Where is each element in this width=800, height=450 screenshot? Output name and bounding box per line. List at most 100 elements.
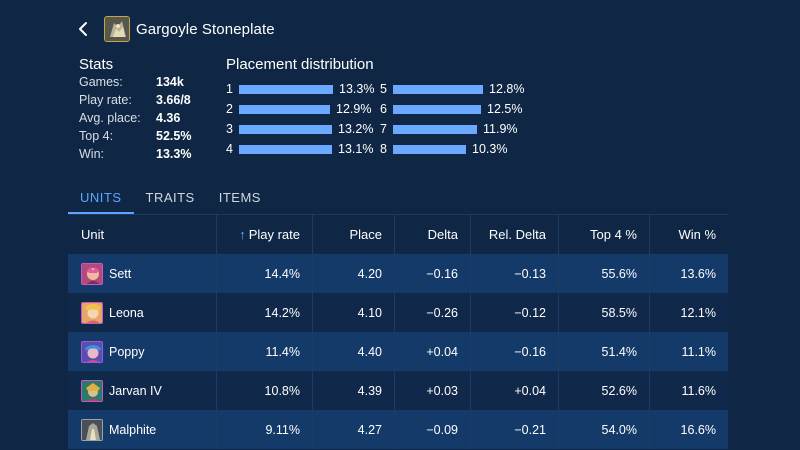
rel-delta-cell: −0.16 [471,332,559,371]
place-cell: 4.20 [313,254,395,293]
delta-cell: −0.26 [395,293,471,332]
placement-percent: 12.5% [487,102,523,116]
units-table: Unit ↑ Play rate Place Delta Rel. Delta T… [68,214,728,449]
rel-delta-cell: −0.21 [471,410,559,449]
unit-name: Jarvan IV [109,383,162,398]
table-row[interactable]: Jarvan IV 10.8% 4.39 +0.03 +0.04 52.6% 1… [68,371,728,410]
column-header-unit[interactable]: Unit [68,215,217,254]
top4-cell: 58.5% [559,293,650,332]
tab-items[interactable]: ITEMS [218,190,261,205]
placement-percent: 13.1% [338,142,374,156]
stat-value: 3.66/8 [156,93,191,107]
back-arrow-icon[interactable] [72,18,94,40]
play-rate-cell: 14.2% [217,293,313,332]
placement-item-8: 8 10.3% [380,139,507,159]
stat-label: Top 4: [79,129,114,143]
place-cell: 4.27 [313,410,395,449]
tab-bar: UNITS TRAITS ITEMS [68,186,273,214]
jarvan-iv-champion-icon [81,379,103,402]
place-cell: 4.39 [313,371,395,410]
placement-bar [393,104,481,114]
top4-cell: 52.6% [559,371,650,410]
delta-cell: +0.03 [395,371,471,410]
unit-name: Malphite [109,422,157,437]
placement-bar [239,84,333,94]
column-header-label: Top 4 % [590,227,637,242]
gargoyle-stoneplate-item-icon [104,16,130,42]
page-header: Gargoyle Stoneplate [72,14,275,44]
unit-cell: Poppy [68,332,217,371]
rel-delta-cell: −0.13 [471,254,559,293]
column-header-place[interactable]: Place [313,215,395,254]
rel-delta-cell: +0.04 [471,371,559,410]
placement-item-2: 2 12.9% [226,99,371,119]
delta-cell: −0.16 [395,254,471,293]
page-title: Gargoyle Stoneplate [136,20,275,38]
placement-bar [239,104,330,114]
table-row[interactable]: Leona 14.2% 4.10 −0.26 −0.12 58.5% 12.1% [68,293,728,332]
stat-label: Games: [79,75,123,89]
placement-percent: 10.3% [472,142,508,156]
placement-bar [239,124,332,134]
stat-games: Games: 134k [79,73,214,91]
placement-bar [393,144,466,154]
stat-win: Win: 13.3% [79,145,214,163]
table-row[interactable]: Malphite 9.11% 4.27 −0.09 −0.21 54.0% 16… [68,410,728,449]
unit-name: Sett [109,266,132,281]
column-header-win[interactable]: Win % [650,215,728,254]
top4-cell: 54.0% [559,410,650,449]
tab-units[interactable]: UNITS [68,186,134,214]
placement-number: 1 [226,82,233,96]
table-row[interactable]: Poppy 11.4% 4.40 +0.04 −0.16 51.4% 11.1% [68,332,728,371]
stat-value: 52.5% [156,129,192,143]
stat-top4: Top 4: 52.5% [79,127,214,145]
table-row[interactable]: Sett 14.4% 4.20 −0.16 −0.13 55.6% 13.6% [68,254,728,293]
placement-number: 3 [226,122,233,136]
stat-label: Play rate: [79,93,132,107]
placement-percent: 13.3% [339,82,375,96]
placement-distribution-panel: Placement distribution 1 13.3% 2 12.9% 3 13.2… [226,56,546,159]
tab-traits[interactable]: TRAITS [145,190,195,205]
rel-delta-cell: −0.12 [471,293,559,332]
stat-avg-place: Avg. place: 4.36 [79,109,214,127]
place-cell: 4.40 [313,332,395,371]
placement-item-7: 7 11.9% [380,119,518,139]
stats-title: Stats [79,56,114,73]
play-rate-cell: 10.8% [217,371,313,410]
placement-item-3: 3 13.2% [226,119,373,139]
unit-cell: Leona [68,293,217,332]
leona-champion-icon [81,301,103,324]
placement-bar [239,144,332,154]
column-header-delta[interactable]: Delta [395,215,471,254]
stat-value: 4.36 [156,111,181,125]
stat-value: 134k [156,75,184,89]
delta-cell: −0.09 [395,410,471,449]
placement-item-4: 4 13.1% [226,139,373,159]
unit-name: Leona [109,305,144,320]
malphite-champion-icon [81,418,103,441]
column-header-rel-delta[interactable]: Rel. Delta [471,215,559,254]
placement-number: 7 [380,122,387,136]
column-header-label: Play rate [248,227,300,242]
stat-play-rate: Play rate: 3.66/8 [79,91,214,109]
unit-cell: Sett [68,254,217,293]
unit-cell: Jarvan IV [68,371,217,410]
column-header-label: Delta [427,227,458,242]
placement-percent: 11.9% [483,122,518,136]
column-header-play-rate[interactable]: ↑ Play rate [217,215,313,254]
table-header: Unit ↑ Play rate Place Delta Rel. Delta T… [68,214,728,254]
column-header-top4[interactable]: Top 4 % [559,215,650,254]
place-cell: 4.10 [313,293,395,332]
play-rate-cell: 9.11% [217,410,313,449]
column-header-label: Rel. Delta [488,227,546,242]
placement-bar [393,84,483,94]
unit-cell: Malphite [68,410,217,449]
stat-value: 13.3% [156,147,192,161]
win-cell: 11.1% [681,344,716,359]
placement-bars: 1 13.3% 2 12.9% 3 13.2% 4 13.1% 5 12.8% 6 12.5% 7 11.… [226,79,546,159]
win-cell: 11.6% [681,383,716,398]
sort-ascending-icon: ↑ [239,227,246,242]
stat-label: Win: [79,147,104,161]
placement-title: Placement distribution [226,56,374,73]
placement-percent: 12.8% [489,82,525,96]
